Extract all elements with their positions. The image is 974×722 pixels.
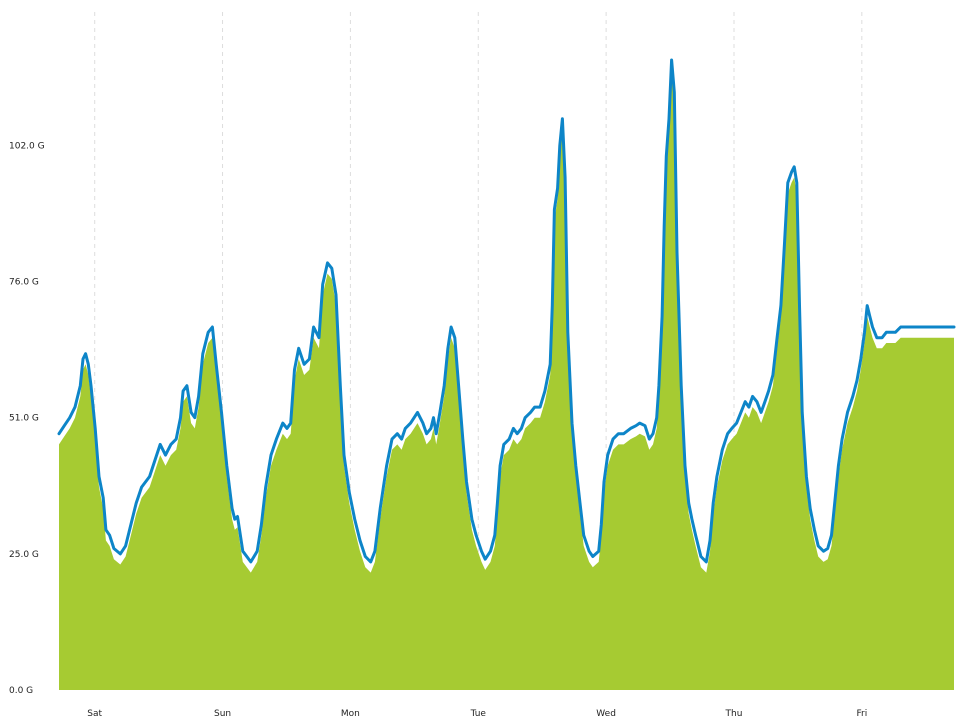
y-tick-label-4: 102.0 G: [9, 141, 45, 151]
x-tick-label-2: Mon: [341, 709, 360, 719]
x-tick-label-6: Fri: [856, 709, 867, 719]
y-tick-label-2: 51.0 G: [9, 414, 39, 424]
y-tick-label-3: 76.0 G: [9, 278, 39, 288]
y-tick-label-1: 25.0 G: [9, 550, 39, 560]
x-tick-label-0: Sat: [87, 709, 102, 719]
x-tick-label-3: Tue: [470, 709, 487, 719]
y-axis-ticks: 0.0 G 25.0 G 51.0 G 76.0 G 102.0 G: [9, 141, 45, 696]
y-tick-label-0: 0.0 G: [9, 686, 33, 696]
traffic-line: [57, 58, 956, 564]
x-axis-ticks: Sat Sun Mon Tue Wed Thu Fri: [87, 709, 867, 719]
x-tick-label-5: Thu: [725, 709, 743, 719]
traffic-area: [59, 70, 954, 690]
x-tick-label-1: Sun: [214, 709, 231, 719]
x-tick-label-4: Wed: [596, 709, 616, 719]
